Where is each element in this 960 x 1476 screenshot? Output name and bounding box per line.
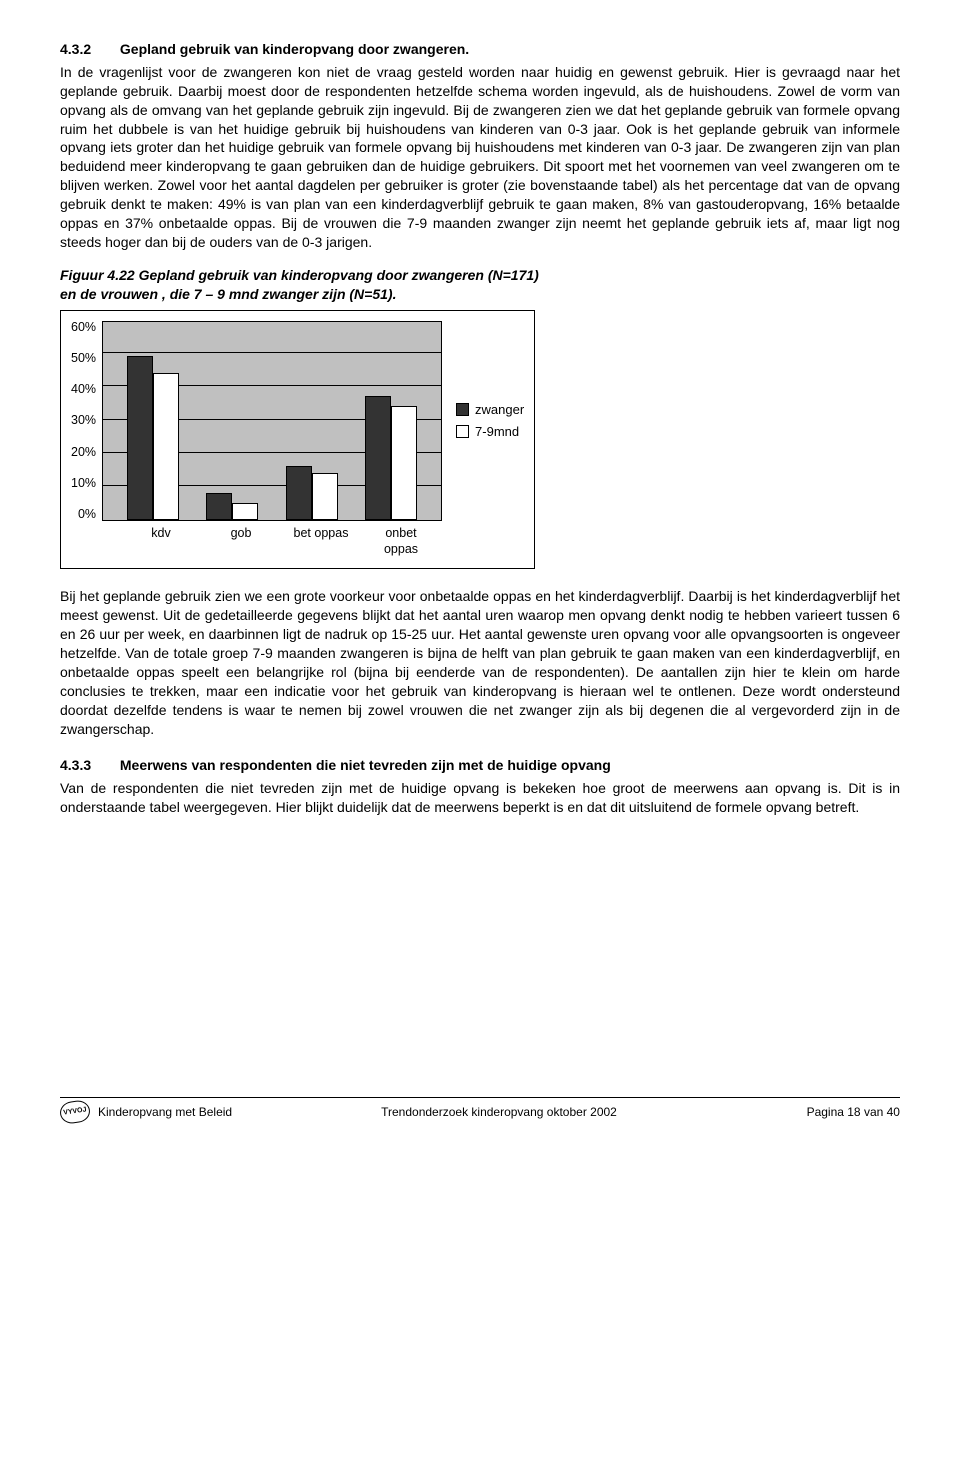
legend-swatch: [456, 425, 469, 438]
section-433-num: 4.3.3: [60, 756, 116, 775]
footer-right: Pagina 18 van 40: [633, 1104, 900, 1120]
bar-group: [206, 322, 258, 520]
section-433-title: Meerwens van respondenten die niet tevre…: [120, 757, 611, 773]
footer-left: Kinderopvang met Beleid: [98, 1104, 365, 1120]
bars-row: [103, 322, 441, 520]
bar-group: [127, 322, 179, 520]
y-axis-labels: 60% 50% 40% 30% 20% 10% 0%: [71, 321, 102, 521]
x-tick-label: bet oppas: [289, 525, 353, 559]
footer-logo: VYVOJ: [59, 1099, 92, 1125]
chart-row: 60% 50% 40% 30% 20% 10% 0% zwanger 7-9mnd: [71, 321, 524, 521]
y-tick-label: 60%: [71, 321, 96, 334]
bar: [206, 493, 232, 520]
legend-label: 7-9mnd: [475, 423, 519, 441]
y-tick-label: 50%: [71, 352, 96, 365]
y-tick-label: 30%: [71, 414, 96, 427]
bar: [391, 406, 417, 519]
figure-caption-line1: Figuur 4.22 Gepland gebruik van kinderop…: [60, 267, 539, 283]
para-after-figure: Bij het geplande gebruik zien we een gro…: [60, 587, 900, 738]
x-tick-label: onbet oppas: [369, 525, 433, 559]
y-tick-label: 20%: [71, 446, 96, 459]
plot-area: [102, 321, 442, 521]
x-tick-label: gob: [209, 525, 273, 559]
bar: [286, 466, 312, 519]
chart-legend: zwanger 7-9mnd: [456, 397, 524, 444]
section-433-heading: 4.3.3 Meerwens van respondenten die niet…: [60, 756, 900, 775]
y-tick-label: 0%: [71, 508, 96, 521]
legend-item: 7-9mnd: [456, 423, 524, 441]
legend-label: zwanger: [475, 401, 524, 419]
bar: [153, 373, 179, 520]
footer-line: VYVOJ Kinderopvang met Beleid Trendonder…: [60, 1097, 900, 1123]
bar: [312, 473, 338, 520]
legend-swatch: [456, 403, 469, 416]
x-tick-label: kdv: [129, 525, 193, 559]
section-432-heading: 4.3.2 Gepland gebruik van kinderopvang d…: [60, 40, 900, 59]
bar-group: [286, 322, 338, 520]
x-axis-labels: kdvgob bet oppas onbet oppas: [111, 521, 451, 559]
y-tick-label: 10%: [71, 477, 96, 490]
page-footer: VYVOJ Kinderopvang met Beleid Trendonder…: [60, 1097, 900, 1123]
bar-group: [365, 322, 417, 520]
section-432-title: Gepland gebruik van kinderopvang door zw…: [120, 41, 469, 57]
section-433-para: Van de respondenten die niet tevreden zi…: [60, 779, 900, 817]
bar: [127, 356, 153, 519]
footer-logo-text: VYVOJ: [63, 1106, 87, 1119]
footer-center: Trendonderzoek kinderopvang oktober 2002: [365, 1104, 632, 1120]
section-432-para: In de vragenlijst voor de zwangeren kon …: [60, 63, 900, 252]
figure-caption: Figuur 4.22 Gepland gebruik van kinderop…: [60, 266, 900, 304]
section-432-num: 4.3.2: [60, 40, 116, 59]
bar: [365, 396, 391, 519]
y-tick-label: 40%: [71, 383, 96, 396]
chart-container: 60% 50% 40% 30% 20% 10% 0% zwanger 7-9mnd kdvgo…: [60, 310, 535, 570]
bar: [232, 503, 258, 520]
figure-caption-line2: en de vrouwen , die 7 – 9 mnd zwanger zi…: [60, 286, 396, 302]
legend-item: zwanger: [456, 401, 524, 419]
